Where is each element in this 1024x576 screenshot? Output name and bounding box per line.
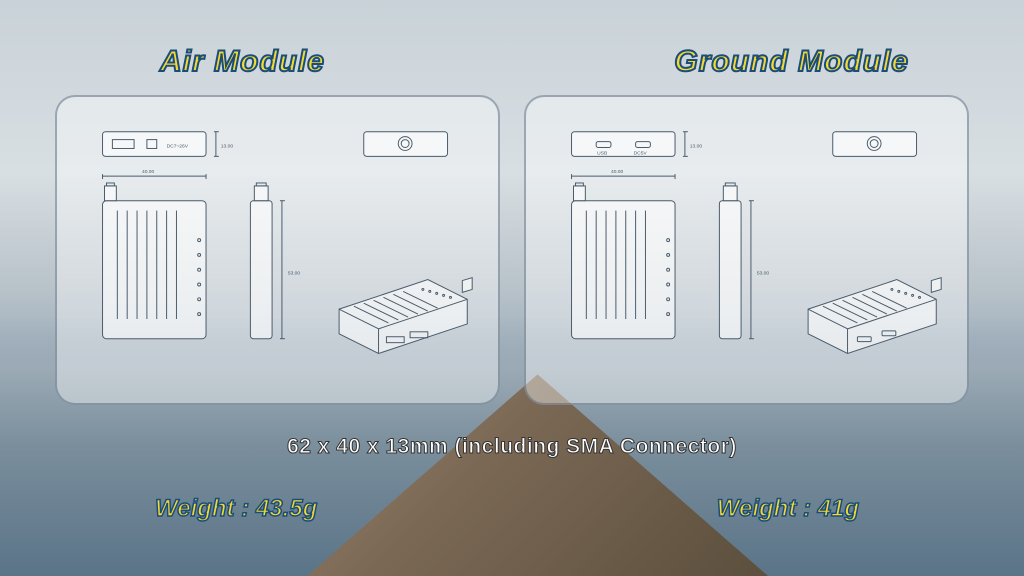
svg-text:DC5V: DC5V — [634, 150, 648, 156]
air-module-title: Air Module — [160, 45, 325, 79]
ground-module-drawing: USB DC5V 13.00 — [541, 112, 952, 388]
air-weight: Weight : 43.5g — [155, 495, 317, 523]
svg-text:40.00: 40.00 — [142, 169, 155, 175]
air-module-panel: DC7~26V 13.00 — [55, 95, 500, 405]
ground-module-panel: USB DC5V 13.00 — [524, 95, 969, 405]
port-label: DC7~26V — [167, 143, 189, 149]
svg-text:13.00: 13.00 — [690, 143, 703, 149]
svg-text:USB: USB — [597, 150, 608, 156]
air-module-drawing: DC7~26V 13.00 — [72, 112, 483, 388]
svg-text:40.00: 40.00 — [611, 169, 624, 175]
ground-module-title: Ground Module — [674, 45, 909, 79]
svg-text:53.00: 53.00 — [757, 271, 770, 277]
svg-text:53.00: 53.00 — [288, 271, 301, 277]
shared-dimensions: 62 x 40 x 13mm (including SMA Connector) — [0, 435, 1024, 459]
ground-weight: Weight : 41g — [717, 495, 859, 523]
svg-text:13.00: 13.00 — [221, 143, 234, 149]
